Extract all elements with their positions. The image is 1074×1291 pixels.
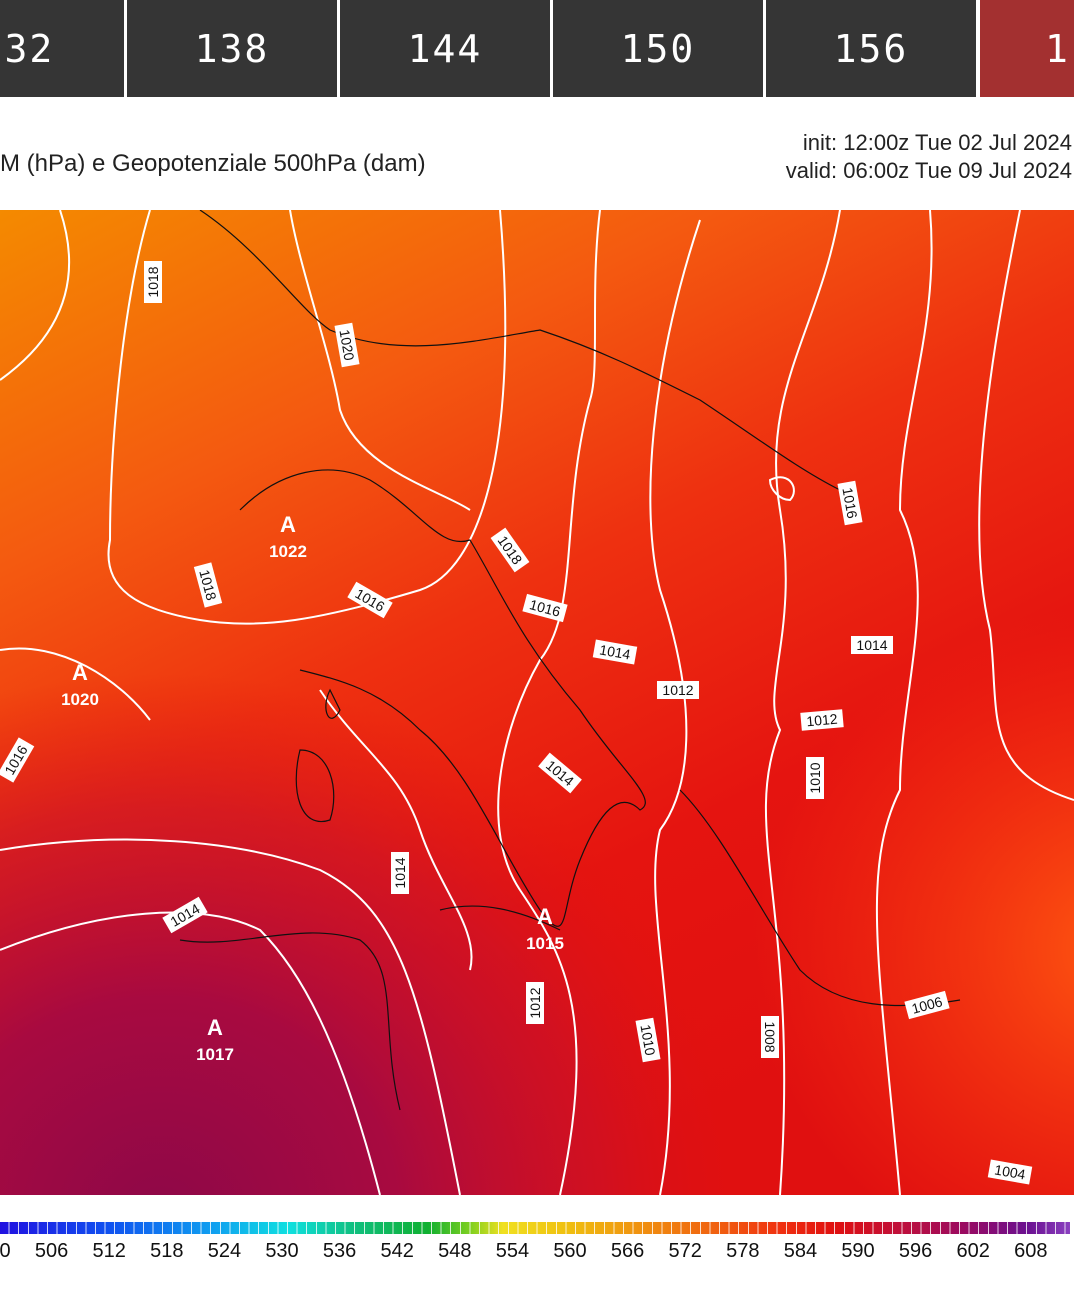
isobar-label: 1010 bbox=[635, 1017, 661, 1063]
isobar-label: 1008 bbox=[761, 1016, 779, 1058]
colorbar-label: 542 bbox=[380, 1240, 414, 1262]
isobar-value: 1014 bbox=[598, 641, 632, 662]
label-box bbox=[635, 1017, 661, 1063]
isobar-value: 1010 bbox=[637, 1023, 658, 1057]
label-box bbox=[987, 1159, 1033, 1185]
label-box bbox=[193, 562, 223, 608]
colorbar-label: 572 bbox=[668, 1240, 702, 1262]
isobar-value: 1014 bbox=[392, 857, 408, 888]
isobar-label: 1016 bbox=[837, 480, 863, 526]
colorbar-label: 560 bbox=[553, 1240, 587, 1262]
high-symbol: A bbox=[280, 512, 296, 537]
time-tab[interactable]: 138 bbox=[127, 0, 337, 97]
isobar-label: 1010 bbox=[806, 757, 824, 799]
isobar-label: 1016 bbox=[522, 593, 568, 623]
label-box bbox=[800, 709, 844, 731]
label-box bbox=[761, 1016, 779, 1058]
label-box bbox=[806, 757, 824, 799]
isobar-value: 1020 bbox=[336, 328, 357, 362]
colorbar-label: 530 bbox=[265, 1240, 299, 1262]
colorbar-label: 512 bbox=[92, 1240, 126, 1262]
high-symbol: A bbox=[207, 1015, 223, 1040]
isobar-value: 1012 bbox=[662, 682, 693, 698]
label-box bbox=[391, 852, 409, 894]
label-box bbox=[490, 527, 530, 573]
high-value: 1017 bbox=[196, 1045, 234, 1064]
isobar-label: 1014 bbox=[592, 639, 638, 665]
isobar-label: 1014 bbox=[851, 636, 893, 654]
high-symbol: A bbox=[72, 660, 88, 685]
isobar-label: 1018 bbox=[144, 261, 162, 303]
label-box bbox=[334, 322, 360, 368]
isobar-value: 1016 bbox=[528, 596, 562, 620]
isobar-value: 1004 bbox=[993, 1161, 1027, 1182]
isobar-value: 1018 bbox=[196, 568, 220, 602]
colorbar-label: 602 bbox=[956, 1240, 990, 1262]
colorbar-label: 536 bbox=[322, 1240, 357, 1262]
label-box bbox=[904, 990, 950, 1020]
isobar-label: 1012 bbox=[526, 982, 544, 1024]
isobar-label: 1020 bbox=[334, 322, 360, 368]
isobar-label: 1012 bbox=[800, 709, 844, 731]
colorbar-label: 608 bbox=[1014, 1240, 1048, 1262]
isobar-value: 1012 bbox=[806, 711, 839, 730]
isobar-value: 1012 bbox=[527, 987, 543, 1018]
colorbar-label: 500 bbox=[0, 1240, 11, 1262]
label-box bbox=[526, 982, 544, 1024]
init-time: init: 12:00z Tue 02 Jul 2024 bbox=[802, 130, 1072, 155]
valid-time: valid: 06:00z Tue 09 Jul 2024 bbox=[785, 158, 1072, 183]
label-box bbox=[851, 636, 893, 654]
colorbar-label: 518 bbox=[150, 1240, 184, 1262]
high-value: 1015 bbox=[526, 934, 564, 953]
isobar-label: 1014 bbox=[391, 852, 409, 894]
time-tab[interactable]: 150 bbox=[553, 0, 763, 97]
high-symbol: A bbox=[537, 904, 553, 929]
colorbar-label: 590 bbox=[841, 1240, 875, 1262]
time-tab[interactable]: 156 bbox=[766, 0, 976, 97]
colorbar-label: 548 bbox=[438, 1240, 472, 1262]
high-value: 1022 bbox=[269, 542, 307, 561]
time-tab[interactable]: 1 bbox=[980, 0, 1074, 97]
isobar-label: 1018 bbox=[193, 562, 223, 608]
coastlines bbox=[179, 210, 961, 1111]
colorbar-label: 554 bbox=[495, 1240, 530, 1262]
isobar-value: 1008 bbox=[762, 1021, 778, 1052]
label-box bbox=[837, 480, 863, 526]
colorbar-label: 578 bbox=[726, 1240, 760, 1262]
colorbar-label: 566 bbox=[610, 1240, 645, 1262]
colorbar-label: 524 bbox=[207, 1240, 242, 1262]
label-box bbox=[144, 261, 162, 303]
tab-bar: 1321381441501561 bbox=[0, 0, 1074, 97]
isobar-value: 1016 bbox=[839, 486, 860, 520]
label-box bbox=[538, 752, 582, 794]
colorbar-label: 596 bbox=[898, 1240, 933, 1262]
label-box bbox=[162, 896, 208, 934]
isobar-label: 1004 bbox=[987, 1159, 1033, 1185]
label-box bbox=[347, 581, 393, 619]
map-title: M (hPa) e Geopotenziale 500hPa (dam) bbox=[0, 150, 426, 177]
isobar-label: 1006 bbox=[904, 990, 950, 1020]
background bbox=[0, 210, 1074, 1195]
time-tab[interactable]: 144 bbox=[340, 0, 550, 97]
isobar-value: 1010 bbox=[807, 762, 823, 793]
isobar-value: 1014 bbox=[856, 637, 887, 653]
time-tab[interactable]: 132 bbox=[0, 0, 124, 97]
label-box bbox=[592, 639, 638, 665]
colorbar-label: 584 bbox=[783, 1240, 818, 1262]
colorbar bbox=[0, 1222, 1070, 1234]
isobar-value: 1006 bbox=[910, 993, 944, 1017]
isobars bbox=[0, 210, 1074, 1195]
label-box bbox=[0, 737, 35, 783]
isobar-value: 1018 bbox=[145, 266, 161, 297]
isobar-label: 1012 bbox=[657, 681, 699, 699]
colorbar-label: 506 bbox=[34, 1240, 69, 1262]
label-box bbox=[657, 681, 699, 699]
label-box bbox=[522, 593, 568, 623]
high-value: 1020 bbox=[61, 690, 99, 709]
